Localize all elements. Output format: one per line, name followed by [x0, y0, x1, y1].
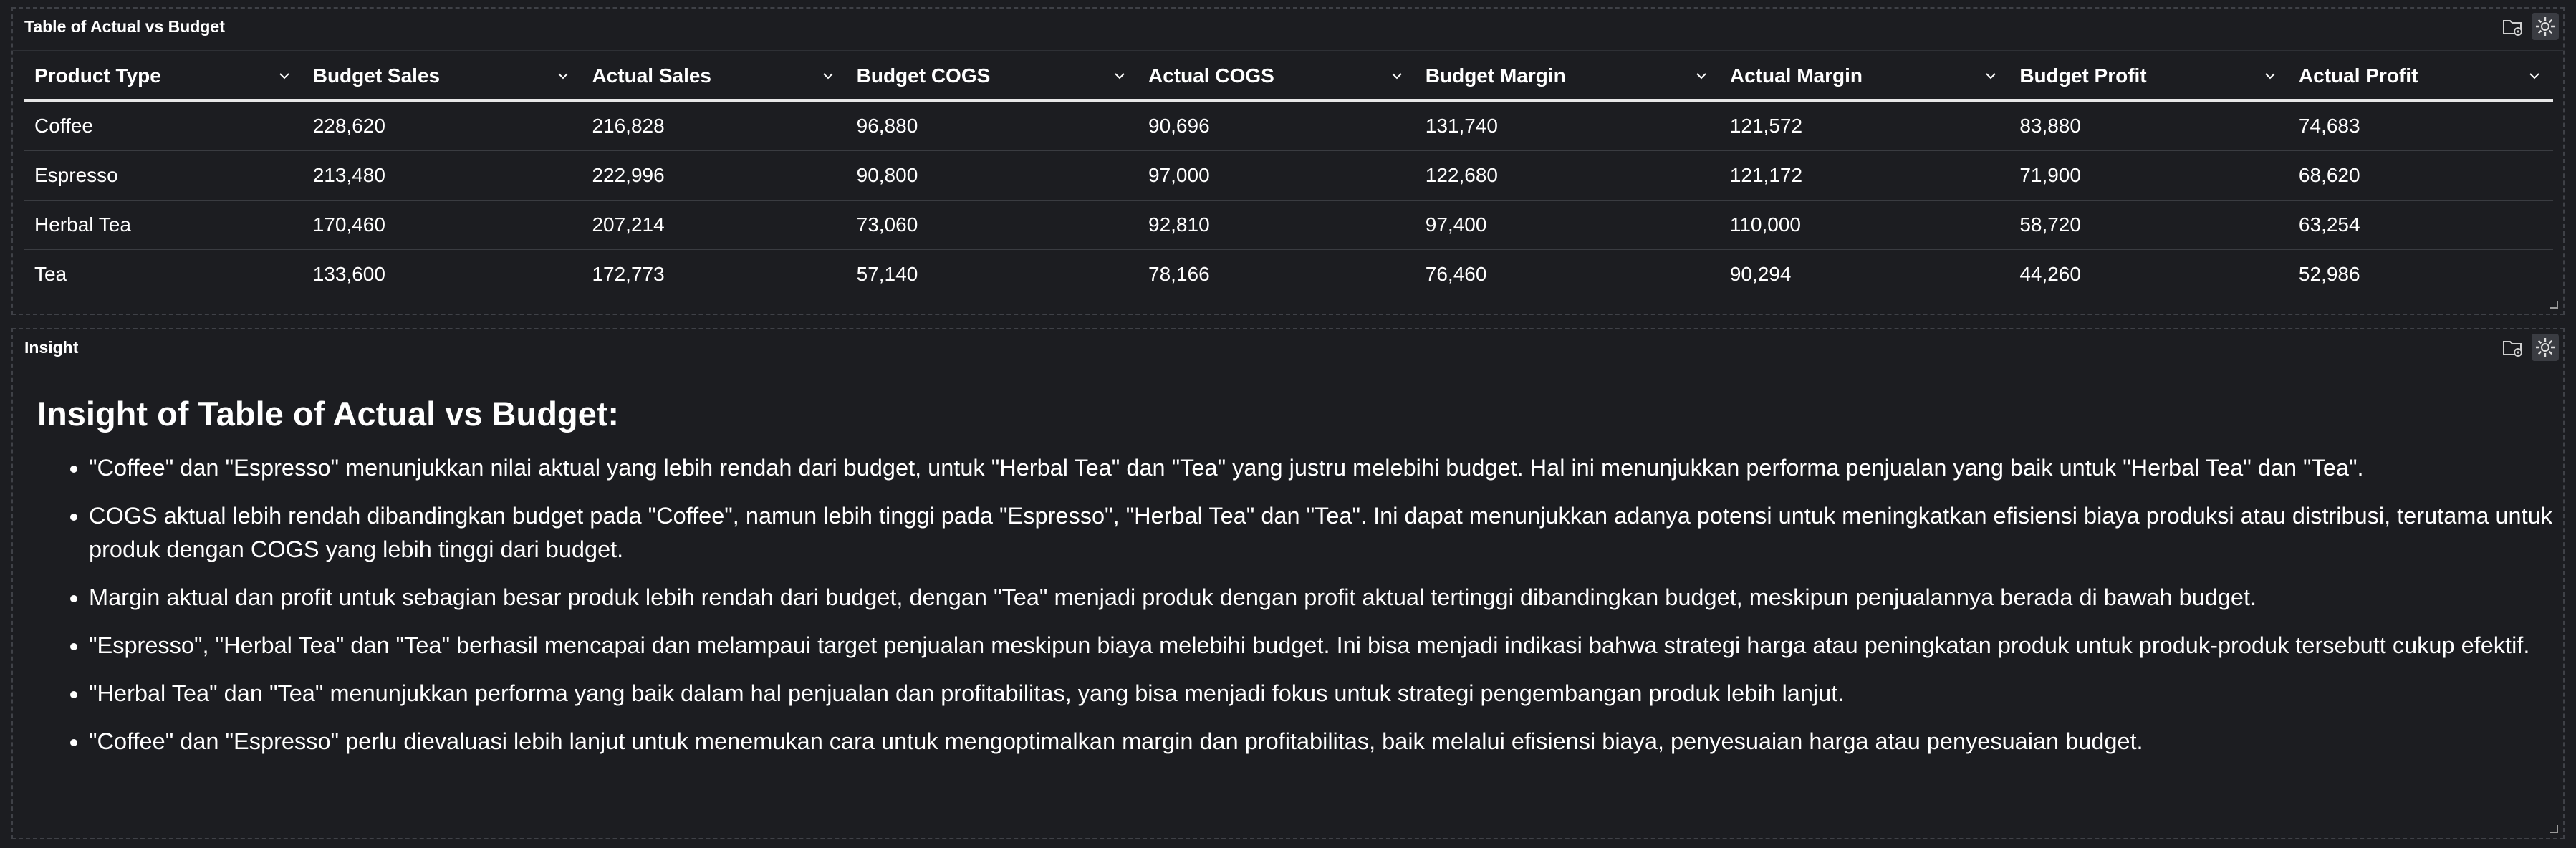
table-cell: 122,680 — [1415, 150, 1720, 201]
table-cell: 73,060 — [846, 200, 1138, 250]
table-cell: 228,620 — [302, 100, 582, 151]
insight-list: "Coffee" dan "Espresso" menunjukkan nila… — [49, 451, 2575, 773]
table-cell: 216,828 — [582, 100, 847, 151]
table-cell: 58,720 — [2009, 200, 2289, 250]
chevron-down-icon[interactable] — [1984, 69, 1998, 83]
chevron-down-icon[interactable] — [1694, 69, 1708, 83]
table-cell: Espresso — [24, 150, 303, 201]
table-cell: 121,172 — [1719, 150, 2010, 201]
insight-panel: Insight Insight of Table of Actual vs Bu… — [11, 328, 2565, 839]
column-header[interactable]: Budget COGS — [846, 53, 1138, 102]
title-separator — [13, 50, 2563, 51]
panel-toolbar — [2499, 334, 2559, 361]
data-table: Product Type Budget Sales Actual Sales B… — [24, 53, 2553, 299]
table-cell: 97,000 — [1138, 150, 1416, 201]
column-header[interactable]: Budget Margin — [1415, 53, 1720, 102]
table-cell: 110,000 — [1719, 200, 2010, 250]
table-cell: 74,683 — [2288, 100, 2553, 151]
list-item: COGS aktual lebih rendah dibandingkan bu… — [89, 499, 2575, 567]
list-item: "Espresso", "Herbal Tea" dan "Tea" berha… — [89, 629, 2575, 662]
table-cell: 213,480 — [302, 150, 582, 201]
folder-settings-icon[interactable] — [2499, 13, 2526, 40]
table-cell: 170,460 — [302, 200, 582, 250]
column-header[interactable]: Actual Profit — [2288, 53, 2553, 102]
table-cell: 78,166 — [1138, 249, 1416, 299]
list-item: "Coffee" dan "Espresso" perlu dievaluasi… — [89, 725, 2575, 758]
list-item: Margin aktual dan profit untuk sebagian … — [89, 581, 2575, 615]
table-cell: 207,214 — [582, 200, 847, 250]
table-header-row: Product Type Budget Sales Actual Sales B… — [24, 53, 2553, 102]
insight-heading: Insight of Table of Actual vs Budget: — [37, 395, 620, 433]
table-cell: 76,460 — [1415, 249, 1720, 299]
table-cell: Tea — [24, 249, 303, 299]
column-header[interactable]: Actual Margin — [1719, 53, 2010, 102]
table-cell: 172,773 — [582, 249, 847, 299]
table-cell: 90,800 — [846, 150, 1138, 201]
chevron-down-icon[interactable] — [1390, 69, 1404, 83]
table-row: Espresso 213,480 222,996 90,800 97,000 1… — [24, 150, 2553, 201]
panel-toolbar — [2499, 13, 2559, 40]
table-cell: 97,400 — [1415, 200, 1720, 250]
table-cell: 90,294 — [1719, 249, 2010, 299]
table-cell: 133,600 — [302, 249, 582, 299]
column-header[interactable]: Budget Sales — [302, 53, 582, 102]
table-cell: 63,254 — [2288, 200, 2553, 250]
chevron-down-icon[interactable] — [2263, 69, 2277, 83]
table-row: Coffee 228,620 216,828 96,880 90,696 131… — [24, 100, 2553, 151]
column-header[interactable]: Budget Profit — [2009, 53, 2289, 102]
table-cell: 222,996 — [582, 150, 847, 201]
table-cell: 92,810 — [1138, 200, 1416, 250]
table-cell: Coffee — [24, 100, 303, 151]
chevron-down-icon[interactable] — [277, 69, 292, 83]
table-cell: 68,620 — [2288, 150, 2553, 201]
list-item: "Coffee" dan "Espresso" menunjukkan nila… — [89, 451, 2575, 485]
chevron-down-icon[interactable] — [2527, 69, 2542, 83]
column-header[interactable]: Actual Sales — [582, 53, 847, 102]
table-row: Herbal Tea 170,460 207,214 73,060 92,810… — [24, 200, 2553, 250]
table-cell: 121,572 — [1719, 100, 2010, 151]
panel-title: Table of Actual vs Budget — [24, 17, 225, 36]
table-cell: 131,740 — [1415, 100, 1720, 151]
chevron-down-icon[interactable] — [1112, 69, 1127, 83]
table-cell: 71,900 — [2009, 150, 2289, 201]
table-panel: Table of Actual vs Budget Product Type B… — [11, 7, 2565, 315]
table-cell: 96,880 — [846, 100, 1138, 151]
table-cell: 52,986 — [2288, 249, 2553, 299]
gear-icon[interactable] — [2532, 334, 2559, 361]
resize-handle-icon[interactable] — [2549, 299, 2559, 309]
panel-title: Insight — [24, 338, 79, 357]
resize-handle-icon[interactable] — [2549, 824, 2559, 834]
column-header[interactable]: Actual COGS — [1138, 53, 1416, 102]
chevron-down-icon[interactable] — [821, 69, 835, 83]
folder-settings-icon[interactable] — [2499, 334, 2526, 361]
table-cell: 83,880 — [2009, 100, 2289, 151]
table-cell: Herbal Tea — [24, 200, 303, 250]
chevron-down-icon[interactable] — [556, 69, 570, 83]
gear-icon[interactable] — [2532, 13, 2559, 40]
table-row: Tea 133,600 172,773 57,140 78,166 76,460… — [24, 249, 2553, 299]
column-header[interactable]: Product Type — [24, 53, 303, 102]
table-cell: 90,696 — [1138, 100, 1416, 151]
table-cell: 57,140 — [846, 249, 1138, 299]
list-item: "Herbal Tea" dan "Tea" menunjukkan perfo… — [89, 677, 2575, 710]
table-cell: 44,260 — [2009, 249, 2289, 299]
